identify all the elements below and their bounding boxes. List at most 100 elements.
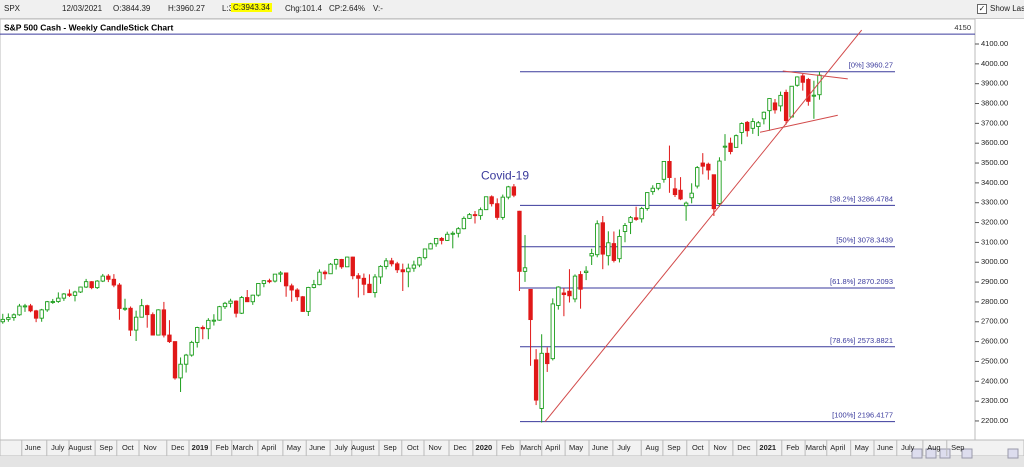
y-tick-label: 3900.00 xyxy=(981,79,1008,88)
candle-body xyxy=(189,341,194,356)
candle-body xyxy=(767,98,772,112)
x-tick-label: April xyxy=(830,443,845,452)
candle-body xyxy=(633,217,639,220)
candle-body xyxy=(300,296,305,312)
candle-body xyxy=(795,76,800,86)
candle-body xyxy=(661,160,667,180)
candle-body xyxy=(417,257,422,266)
x-tick-label: March xyxy=(521,443,542,452)
candle-body xyxy=(695,167,700,187)
candle-body xyxy=(289,285,294,291)
y-tick-label: 2400.00 xyxy=(981,376,1008,385)
y-tick-label: 2900.00 xyxy=(981,277,1008,286)
candle-body xyxy=(622,225,628,232)
fib-label: [78.6%] 2573.8821 xyxy=(830,336,893,345)
candle-body xyxy=(806,79,811,102)
candle-body xyxy=(811,94,817,97)
candle-body xyxy=(489,196,494,205)
candle-body xyxy=(183,354,189,365)
candle-body xyxy=(600,222,605,255)
candle-body xyxy=(217,306,222,321)
candle-body xyxy=(306,286,311,312)
candle-body xyxy=(145,305,150,316)
candle-body xyxy=(67,293,72,296)
candle-body xyxy=(128,307,133,331)
x-tick-label: 2020 xyxy=(476,443,493,452)
x-tick-label: May xyxy=(287,443,301,452)
x-tick-label: Nov xyxy=(428,443,442,452)
candle-body xyxy=(495,203,500,218)
x-tick-label: Aug xyxy=(927,443,940,452)
candle-body xyxy=(261,280,267,284)
candle-body xyxy=(689,192,694,199)
candle-body xyxy=(800,75,805,83)
candle-body xyxy=(339,259,344,268)
x-tick-label: July xyxy=(617,443,631,452)
y-tick-label: 3600.00 xyxy=(981,138,1008,147)
candle-body xyxy=(28,305,33,312)
candle-body xyxy=(717,160,722,204)
fib-label: [100%] 2196.4177 xyxy=(832,411,893,420)
candle-body xyxy=(333,259,339,265)
y-tick-label: 2800.00 xyxy=(981,297,1008,306)
candle-body xyxy=(272,273,278,282)
candle-body xyxy=(578,274,583,290)
candle-body xyxy=(706,163,711,171)
candle-body xyxy=(522,267,528,272)
close: C:3943.34 xyxy=(231,3,272,12)
candle-body xyxy=(750,121,755,129)
candle-body xyxy=(817,74,822,96)
scroll-buttons[interactable] xyxy=(911,448,1019,459)
candle-body xyxy=(628,217,633,223)
candle-body xyxy=(95,280,100,289)
x-tick-label: Sep xyxy=(667,443,680,452)
candle-body xyxy=(317,271,322,286)
candle-body xyxy=(483,196,489,211)
candle-body xyxy=(250,294,255,303)
candle-body xyxy=(328,263,333,275)
x-tick-label: Oct xyxy=(407,443,420,452)
candle-body xyxy=(561,292,567,296)
x-tick-label: Feb xyxy=(216,443,229,452)
candle-body xyxy=(650,187,655,193)
plot-area xyxy=(0,19,976,441)
x-tick-label: 2021 xyxy=(759,443,776,452)
candle-body xyxy=(583,270,589,274)
candle-body xyxy=(11,314,17,319)
y-tick-label: 4000.00 xyxy=(981,59,1008,68)
candle-body xyxy=(761,111,767,120)
toolbar: SPX 12/03/2021 O:3844.39 H:3960.27 L:381… xyxy=(0,0,1024,19)
candle-body xyxy=(150,314,155,336)
show-last-checkbox[interactable]: ✓ xyxy=(977,4,987,14)
x-tick-label: June xyxy=(877,443,893,452)
candle-body xyxy=(72,291,78,296)
candle-body xyxy=(228,300,233,304)
candle-body xyxy=(367,283,372,294)
x-tick-label: Sep xyxy=(99,443,112,452)
y-tick-label: 3500.00 xyxy=(981,158,1008,167)
trend-line xyxy=(544,29,863,423)
x-tick-label: August xyxy=(351,443,375,452)
candle-body xyxy=(439,237,444,241)
candle-body xyxy=(611,243,617,261)
candle-body xyxy=(511,186,517,196)
candle-body xyxy=(539,352,544,409)
y-tick-label: 2300.00 xyxy=(981,396,1008,405)
candle-body xyxy=(422,248,428,259)
candle-body xyxy=(433,237,439,245)
candle-body xyxy=(700,162,705,167)
candle-body xyxy=(233,300,239,314)
trend-line xyxy=(759,114,838,133)
candle-body xyxy=(56,297,61,302)
candle-body xyxy=(778,94,783,107)
candle-body xyxy=(678,189,683,200)
candle-body xyxy=(106,275,111,280)
candle-body xyxy=(78,286,83,293)
candle-body xyxy=(617,235,622,260)
candle-body xyxy=(745,121,750,132)
candle-body xyxy=(467,214,472,219)
candle-body xyxy=(178,363,183,379)
show-last-label[interactable]: Show Last xyxy=(990,4,1024,13)
candle-body xyxy=(267,280,272,283)
